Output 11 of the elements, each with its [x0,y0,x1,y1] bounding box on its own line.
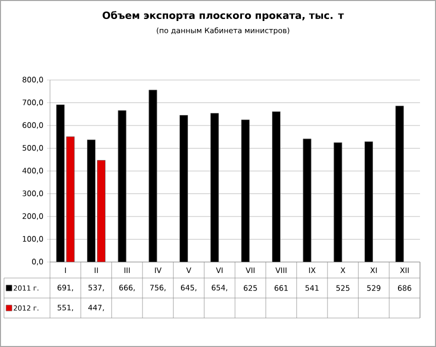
bar [395,106,404,262]
bar [180,115,188,262]
bar [87,140,96,262]
bar [210,113,219,262]
bar [364,141,373,262]
bar [97,160,106,262]
chart-title: Объем экспорта плоского проката, тыс. т [102,11,344,21]
bar [66,136,75,262]
bar [272,111,280,262]
bar [302,138,312,262]
bar [118,110,126,262]
